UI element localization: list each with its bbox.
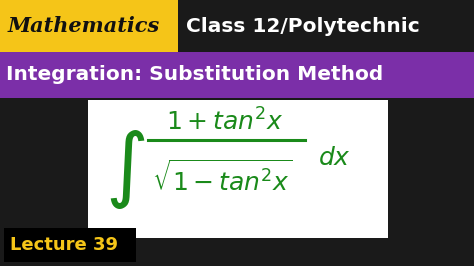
Text: $\int$: $\int$ [105,129,146,211]
Text: $\mathbf{\mathit{1 + tan^{2}x}}$: $\mathbf{\mathit{1 + tan^{2}x}}$ [166,109,284,136]
Text: Mathematics: Mathematics [8,16,160,36]
FancyBboxPatch shape [88,100,388,238]
Text: Class 12/Polytechnic: Class 12/Polytechnic [186,16,420,35]
Text: $\mathbf{\mathit{dx}}$: $\mathbf{\mathit{dx}}$ [318,146,351,170]
Text: Integration: Substitution Method: Integration: Substitution Method [6,65,383,85]
FancyBboxPatch shape [4,228,136,262]
FancyBboxPatch shape [0,0,178,52]
FancyBboxPatch shape [0,52,474,98]
Text: $\mathbf{\mathit{\sqrt{1 - tan^{2}x}}}$: $\mathbf{\mathit{\sqrt{1 - tan^{2}x}}}$ [152,160,292,196]
Text: Lecture 39: Lecture 39 [10,236,118,254]
